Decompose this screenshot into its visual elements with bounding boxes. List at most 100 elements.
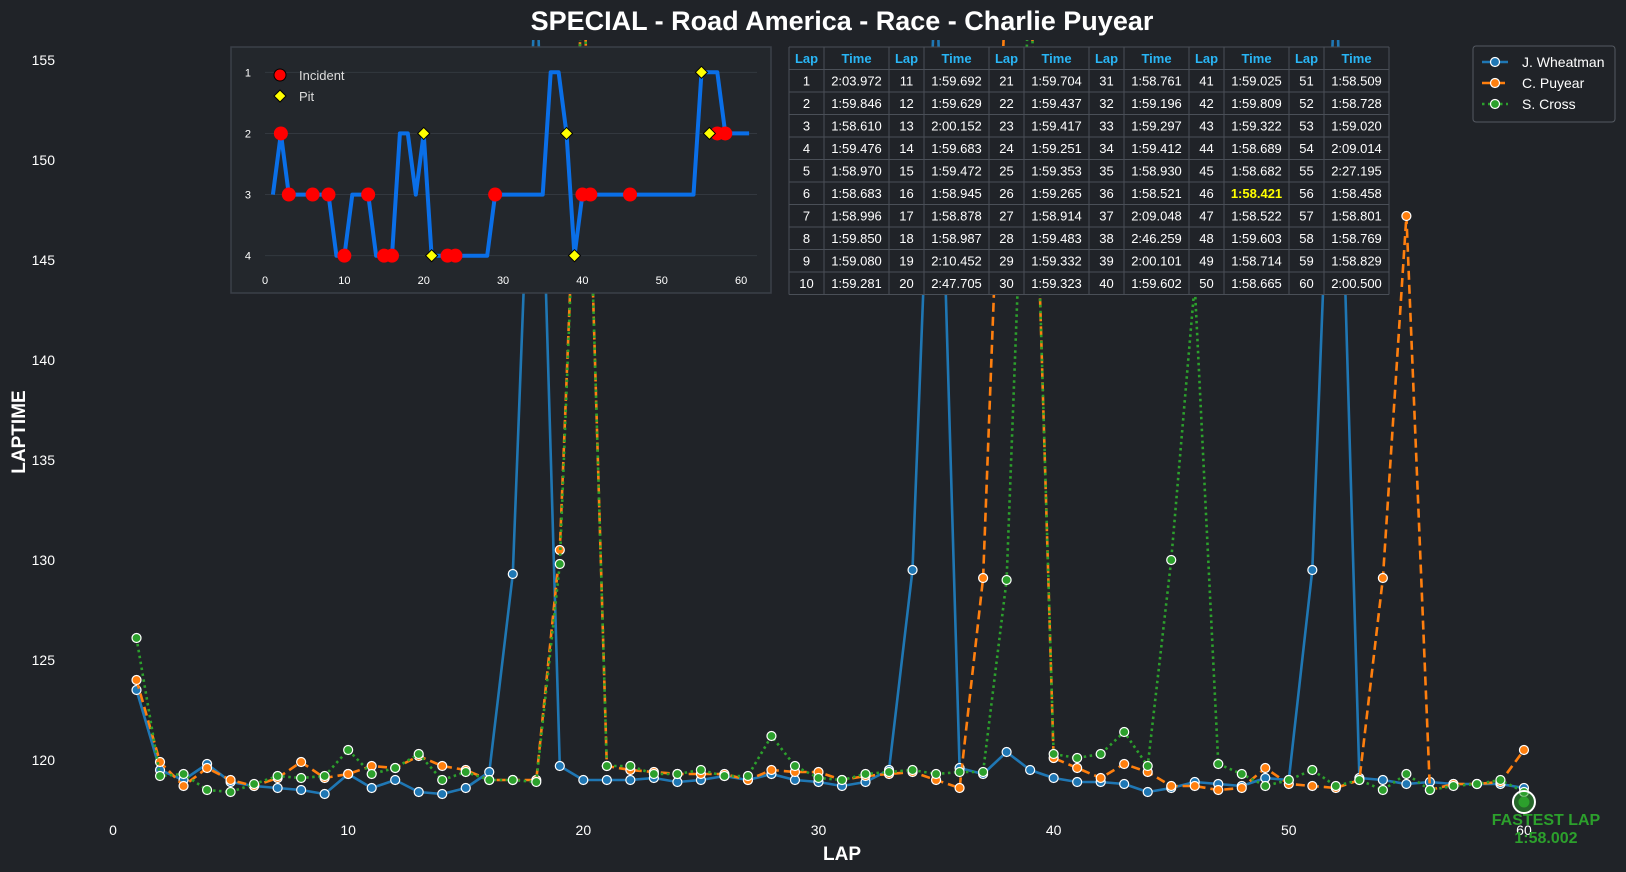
- table-cell-time: 1:59.437: [1031, 96, 1082, 111]
- table-cell-lap: 48: [1199, 231, 1213, 246]
- table-cell-time: 2:09.014: [1331, 141, 1382, 156]
- table-cell-time: 1:58.689: [1231, 141, 1282, 156]
- table-cell-lap: 16: [899, 186, 913, 201]
- legend-box: [1472, 45, 1616, 123]
- data-point-c-puyear: [154, 756, 166, 768]
- data-point-s-cross: [766, 730, 777, 742]
- incident-marker: [718, 126, 733, 141]
- legend-marker: [1489, 56, 1501, 68]
- data-point-s-cross: [484, 774, 495, 786]
- table-cell-lap: 14: [899, 141, 913, 156]
- data-point-j-wheatman: [1377, 774, 1388, 786]
- table-cell-time: 1:59.281: [831, 276, 882, 291]
- inset-x-tick-label: 50: [656, 275, 668, 287]
- table-cell-time: 2:47.705: [931, 276, 982, 291]
- data-point-c-puyear: [1189, 780, 1200, 792]
- inset-legend-pit-label: Pit: [299, 89, 315, 104]
- table-cell-time: 1:58.914: [1031, 209, 1082, 224]
- table-cell-lap: 10: [799, 276, 813, 291]
- data-point-j-wheatman: [578, 774, 589, 786]
- data-point-c-puyear: [766, 764, 777, 776]
- table-cell-time: 1:59.297: [1131, 119, 1182, 134]
- table-cell-lap: 52: [1299, 96, 1313, 111]
- data-point-j-wheatman: [907, 564, 918, 576]
- table-cell-lap: 11: [900, 74, 914, 89]
- data-point-s-cross: [343, 744, 354, 756]
- data-point-c-puyear: [1095, 772, 1106, 784]
- table-cell-time: 1:58.970: [831, 164, 882, 179]
- table-cell-time: 1:59.412: [1131, 141, 1182, 156]
- data-point-s-cross: [1260, 780, 1271, 792]
- y-tick-label: 140: [32, 352, 56, 368]
- data-point-j-wheatman: [1072, 776, 1083, 788]
- data-point-c-puyear: [1213, 784, 1224, 796]
- table-header-time: Time: [1241, 51, 1271, 66]
- table-cell-time: 2:00.101: [1131, 254, 1182, 269]
- table-cell-lap: 27: [999, 209, 1013, 224]
- table-cell-lap: 3: [803, 119, 810, 134]
- table-cell-lap: 44: [1199, 141, 1213, 156]
- inset-legend-pit-marker: [273, 89, 287, 103]
- table-cell-time: 1:58.521: [1131, 186, 1182, 201]
- data-point-s-cross: [248, 778, 260, 790]
- table-cell-time: 1:59.322: [1231, 119, 1282, 134]
- table-cell-time: 1:58.996: [831, 209, 882, 224]
- table-cell-lap: 60: [1299, 276, 1313, 291]
- table-header-time: Time: [1141, 51, 1171, 66]
- data-point-j-wheatman: [1001, 746, 1012, 758]
- legend-marker: [1489, 98, 1501, 110]
- incident-marker: [305, 187, 320, 202]
- data-point-s-cross: [507, 774, 518, 786]
- data-point-j-wheatman: [460, 782, 471, 794]
- data-point-s-cross: [1401, 768, 1412, 780]
- table-cell-time: 1:59.683: [931, 141, 982, 156]
- data-point-c-puyear: [1401, 210, 1412, 222]
- data-point-s-cross: [1119, 726, 1130, 738]
- lap-time-table: Lap Time 1 2:03.972 2 1:59.846 3 1:58.610 4 1:59.…: [788, 46, 1390, 295]
- data-point-c-puyear: [554, 544, 565, 556]
- data-point-j-wheatman: [1307, 564, 1318, 576]
- table-cell-lap: 19: [899, 254, 913, 269]
- table-cell-lap: 15: [899, 164, 913, 179]
- data-point-s-cross: [272, 770, 283, 782]
- table-cell-lap: 25: [999, 164, 1013, 179]
- chart-title: SPECIAL - Road America - Race - Charlie …: [531, 6, 1154, 36]
- table-cell-lap: 40: [1099, 276, 1113, 291]
- fastest-lap-time: 1:58.002: [1514, 830, 1577, 847]
- inset-x-tick-label: 10: [338, 275, 350, 287]
- data-point-s-cross: [930, 768, 942, 780]
- table-cell-time: 1:59.251: [1031, 141, 1082, 156]
- fastest-lap-marker-core: [1518, 796, 1530, 808]
- table-cell-time: 1:59.332: [1031, 254, 1082, 269]
- data-point-s-cross: [883, 766, 895, 778]
- table-cell-time: 1:59.629: [931, 96, 982, 111]
- table-cell-time: 2:46.259: [1131, 231, 1182, 246]
- data-point-s-cross: [1471, 778, 1483, 790]
- pit-marker: [424, 248, 439, 263]
- table-cell-time: 1:59.020: [1331, 119, 1382, 134]
- incident-marker: [488, 187, 503, 202]
- table-header-lap: Lap: [895, 51, 918, 66]
- data-point-s-cross: [695, 764, 707, 776]
- table-cell-lap: 54: [1299, 141, 1313, 156]
- inset-x-tick-label: 30: [497, 275, 509, 287]
- data-point-s-cross: [836, 774, 848, 786]
- data-point-c-puyear: [977, 572, 989, 584]
- inset-legend-incident-marker: [273, 68, 287, 82]
- table-cell-time: 1:59.323: [1031, 276, 1082, 291]
- data-point-s-cross: [1072, 752, 1083, 764]
- data-point-s-cross: [319, 770, 330, 782]
- incident-marker: [623, 187, 638, 202]
- inset-x-tick-label: 0: [262, 275, 268, 287]
- data-point-s-cross: [1354, 774, 1365, 786]
- inset-background: [230, 46, 772, 294]
- inset-x-tick-label: 40: [576, 275, 588, 287]
- table-cell-lap: 47: [1199, 209, 1213, 224]
- data-point-c-puyear: [1307, 780, 1318, 792]
- table-header-lap: Lap: [995, 51, 1018, 66]
- table-cell-lap: 31: [1099, 74, 1113, 89]
- table-cell-lap: 32: [1099, 96, 1113, 111]
- legend-label: S. Cross: [1522, 96, 1576, 112]
- data-point-s-cross: [625, 760, 636, 772]
- data-point-s-cross: [601, 760, 612, 772]
